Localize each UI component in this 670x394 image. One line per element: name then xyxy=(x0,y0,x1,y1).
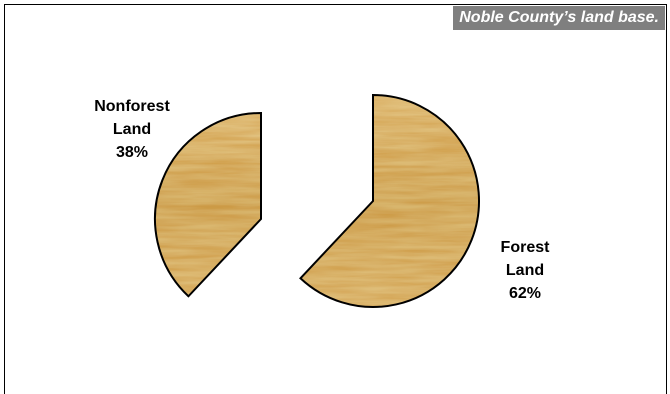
pie-slice-forest-land xyxy=(300,95,480,307)
chart-title: Noble County’s land base. xyxy=(453,6,665,30)
pie-label-nonforest-land: Nonforest Land 38% xyxy=(94,98,170,161)
pie-label-line: 38% xyxy=(116,144,148,161)
pie-label-line: Nonforest xyxy=(94,98,170,115)
pie-label-forest-land: Forest Land 62% xyxy=(501,239,551,302)
pie-label-line: Land xyxy=(113,121,151,138)
pie-label-line: Forest xyxy=(501,239,551,256)
pie-chart: Forest Land 62% Nonforest Land 38% xyxy=(94,93,550,308)
pie-labels: Forest Land 62% Nonforest Land 38% xyxy=(94,98,550,302)
pie-slice-outline xyxy=(299,93,480,308)
pie-label-line: Land xyxy=(506,262,544,279)
chart-frame: Noble County’s land base. Forest Land 62% N… xyxy=(4,4,667,394)
pie-slice-outline xyxy=(154,111,262,298)
pie-slices xyxy=(154,93,480,308)
pie-slice-nonforest-land xyxy=(155,113,261,297)
pie-label-line: 62% xyxy=(509,285,541,302)
